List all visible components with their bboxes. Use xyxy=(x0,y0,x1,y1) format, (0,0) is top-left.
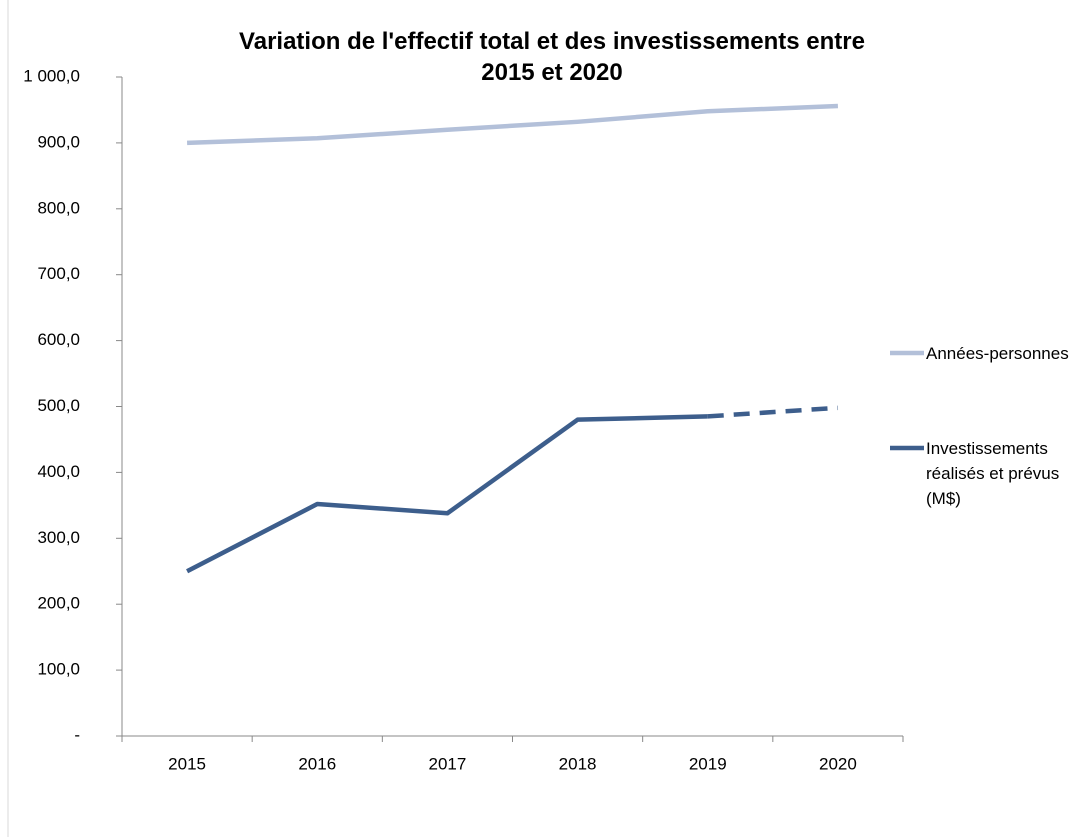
y-tick-label: 600,0 xyxy=(37,330,80,349)
y-tick-label: 400,0 xyxy=(37,462,80,481)
y-tick-label: 700,0 xyxy=(37,264,80,283)
legend-label: Années-personnes xyxy=(926,344,1069,363)
y-tick-label: 1 000,0 xyxy=(23,66,80,85)
x-tick-label: 2017 xyxy=(429,754,467,773)
x-tick-label: 2019 xyxy=(689,754,727,773)
x-tick-label: 2016 xyxy=(298,754,336,773)
y-tick-label: 800,0 xyxy=(37,198,80,217)
series-line xyxy=(187,103,839,146)
legend-label: Investissements réalisés et prévus (M$) xyxy=(926,439,1060,508)
x-tick-label: 2020 xyxy=(819,754,857,773)
x-tick-label: 2015 xyxy=(168,754,206,773)
series-line xyxy=(186,414,708,574)
y-tick-label: 200,0 xyxy=(37,594,80,613)
series-line-dashed xyxy=(707,405,839,419)
y-tick-label: 300,0 xyxy=(37,528,80,547)
chart-title: Variation de l'effectif total et des inv… xyxy=(239,28,865,86)
x-tick-label: 2018 xyxy=(559,754,597,773)
y-tick-label: - xyxy=(74,725,80,744)
y-tick-label: 500,0 xyxy=(37,396,80,415)
y-tick-label: 100,0 xyxy=(37,660,80,679)
y-tick-label: 900,0 xyxy=(37,132,80,151)
